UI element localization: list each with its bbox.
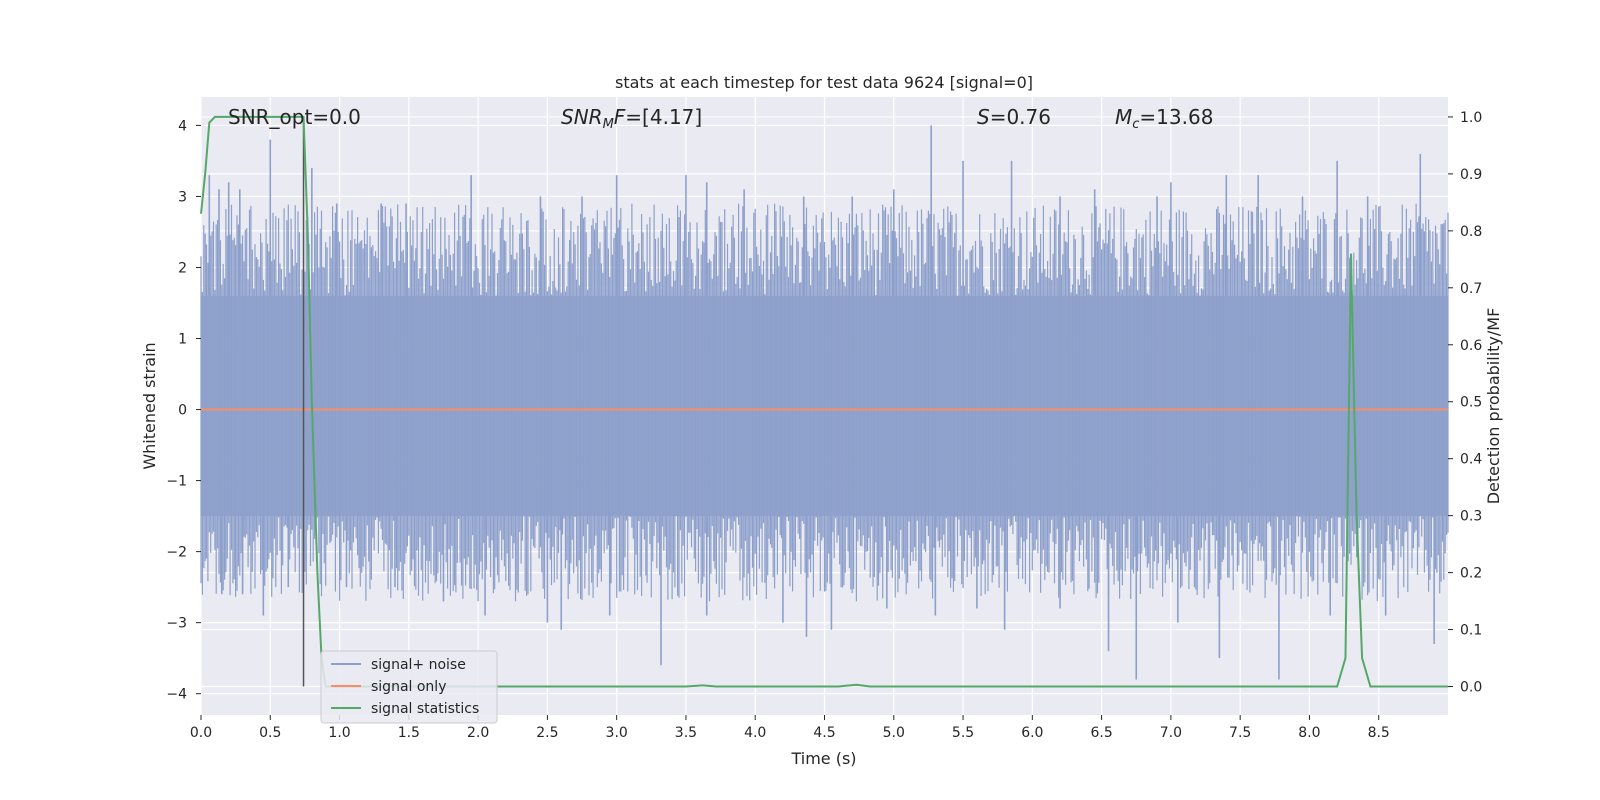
y2-tick-label-3: 0.7 (1460, 281, 1482, 297)
x-tick-label-6: 3.0 (606, 725, 628, 741)
y2-axis-ticks: 1.0 0.9 0.8 0.7 0.6 0.5 0.4 0.3 0.2 0.1 0.0 (1448, 110, 1482, 696)
x-tick-label-2: 1.0 (328, 725, 350, 741)
y2-axis-label: Detection probability/MF (1484, 308, 1503, 505)
annotation-mc: Mc=13.68 (1115, 105, 1213, 132)
x-tick-label-9: 4.5 (813, 725, 835, 741)
x-tick-label-14: 7.0 (1160, 725, 1182, 741)
legend-box (320, 650, 498, 724)
y2-tick-label-2: 0.8 (1460, 224, 1482, 240)
series-lines (200, 115, 1448, 688)
x-tick-label-13: 6.5 (1090, 725, 1112, 741)
legend: signal+ noise signal only signal statist… (320, 650, 498, 724)
x-tick-label-16: 8.0 (1298, 725, 1320, 741)
x-tick-label-5: 2.5 (536, 725, 558, 741)
y-tick-label-7: −3 (166, 616, 187, 632)
y2-tick-label-7: 0.3 (1460, 509, 1482, 525)
x-tick-label-10: 5.0 (883, 725, 905, 741)
legend-label-signal-only: signal only (371, 679, 446, 695)
annotation-snr-opt: SNR_opt=0.0 (228, 105, 361, 129)
y-tick-label-6: −2 (166, 545, 187, 561)
y-tick-label-4: 0 (178, 403, 187, 419)
y-axis-label: Whitened strain (140, 342, 159, 469)
y2-tick-label-4: 0.6 (1460, 338, 1482, 354)
y2-tick-label-0: 1.0 (1460, 110, 1482, 126)
x-axis-label: Time (s) (790, 749, 856, 768)
x-tick-label-3: 1.5 (398, 725, 420, 741)
y-tick-label-5: −1 (166, 474, 187, 490)
y2-tick-label-5: 0.5 (1460, 395, 1482, 411)
annotation-s-value: =0.76 (990, 105, 1051, 129)
x-tick-label-4: 2.0 (467, 725, 489, 741)
x-tick-label-0: 0.0 (190, 725, 212, 741)
y-tick-label-8: −4 (166, 687, 187, 703)
chart-title: stats at each timestep for test data 962… (615, 73, 1033, 92)
x-tick-label-11: 5.5 (952, 725, 974, 741)
x-tick-label-12: 6.0 (1021, 725, 1043, 741)
y2-tick-label-1: 0.9 (1460, 167, 1482, 183)
x-tick-label-15: 7.5 (1229, 725, 1251, 741)
y2-tick-label-8: 0.2 (1460, 566, 1482, 582)
legend-label-signal-plus-noise: signal+ noise (371, 657, 466, 673)
x-tick-label-8: 4.0 (744, 725, 766, 741)
noise-spikes (200, 203, 1449, 602)
annotation-s: S=0.76 (977, 105, 1051, 129)
annotation-snr-mf: SNRMF=[4.17] (561, 105, 702, 132)
annotation-mc-value: =13.68 (1139, 105, 1213, 129)
y-tick-label-3: 1 (178, 332, 187, 348)
y2-tick-label-9: 0.1 (1460, 623, 1482, 639)
y2-tick-label-6: 0.4 (1460, 452, 1482, 468)
x-tick-label-1: 0.5 (259, 725, 281, 741)
y2-tick-label-10: 0.0 (1460, 680, 1482, 696)
y-tick-label-0: 4 (178, 118, 187, 134)
x-tick-label-17: 8.5 (1368, 725, 1390, 741)
y-tick-label-2: 2 (178, 260, 187, 276)
legend-label-signal-statistics: signal statistics (371, 701, 479, 717)
series-signal-plus-noise (200, 125, 1449, 680)
series-signal-statistics (200, 115, 1448, 688)
annotation-snr-mf-value: =[4.17] (625, 105, 702, 129)
x-tick-label-7: 3.5 (675, 725, 697, 741)
y-axis-ticks: 4 3 2 1 0 −1 −2 −3 −4 (166, 118, 201, 703)
annotations: SNR_opt=0.0 SNRMF=[4.17] S=0.76 Mc=13.68 (228, 105, 1213, 132)
y-tick-label-1: 3 (178, 189, 187, 205)
